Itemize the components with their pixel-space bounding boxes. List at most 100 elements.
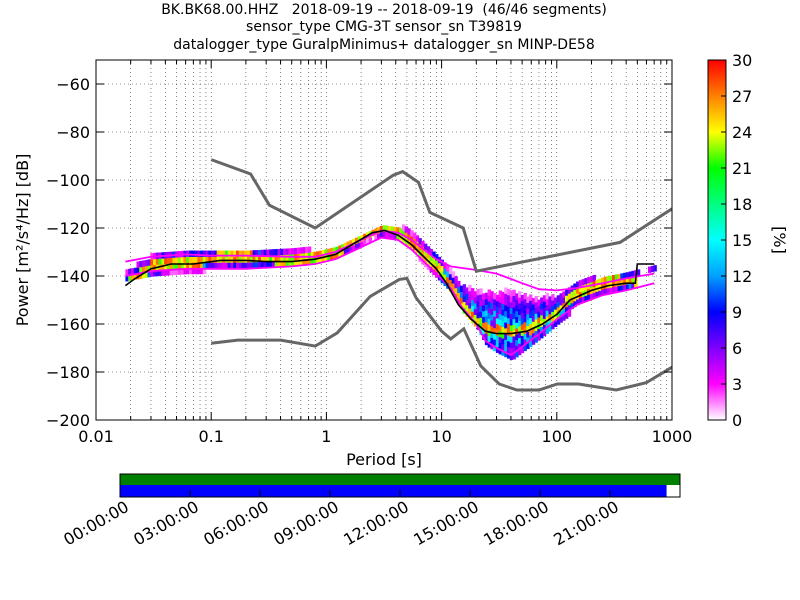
density-cell — [542, 324, 547, 331]
density-cell — [509, 347, 514, 355]
density-cell — [520, 323, 525, 331]
density-cell — [141, 271, 146, 279]
density-cell — [562, 308, 566, 315]
density-cell — [617, 279, 621, 287]
density-cell — [592, 274, 597, 282]
density-cell — [567, 287, 572, 294]
density-cell — [424, 249, 428, 256]
density-cell — [520, 295, 525, 302]
density-cell — [349, 245, 353, 253]
density-cell — [357, 242, 362, 249]
density-cell — [457, 292, 461, 299]
density-cell — [360, 240, 364, 248]
density-cell — [504, 333, 508, 340]
density-cell — [155, 269, 160, 277]
density-cell — [299, 247, 303, 254]
density-cell — [150, 258, 154, 266]
density-cell — [570, 296, 574, 304]
x-tick-label: 10 — [431, 427, 451, 446]
density-cell — [548, 325, 552, 332]
density-cell — [335, 246, 339, 254]
density-cell — [202, 250, 207, 257]
density-cell — [269, 260, 273, 268]
density-cell — [487, 306, 491, 314]
density-cell — [219, 262, 223, 269]
density-cell — [617, 285, 621, 292]
density-cell — [628, 283, 632, 290]
data-availability-bar — [120, 485, 667, 497]
density-cell — [653, 265, 657, 272]
density-cell — [540, 303, 544, 310]
density-cell — [515, 351, 519, 358]
density-cell — [465, 298, 469, 306]
density-cell — [188, 262, 193, 269]
density-cell — [506, 334, 511, 342]
density-cell — [493, 327, 497, 334]
density-cell — [565, 312, 569, 319]
density-cell — [437, 262, 442, 269]
density-cell — [534, 336, 538, 343]
density-cell — [271, 260, 276, 268]
density-cell — [349, 240, 353, 247]
density-cell — [352, 244, 356, 252]
density-cell — [249, 250, 254, 257]
density-cell — [479, 288, 483, 295]
density-cell — [529, 340, 533, 347]
density-cell — [144, 259, 149, 267]
density-cell — [224, 262, 229, 269]
density-cell — [490, 325, 494, 333]
density-cell — [509, 296, 514, 303]
density-cell — [567, 293, 572, 300]
density-cell — [490, 291, 494, 298]
density-cell — [213, 250, 218, 257]
density-cell — [202, 256, 207, 263]
density-cell — [548, 296, 552, 303]
density-cell — [396, 227, 400, 234]
x-tick-label: 0.1 — [198, 427, 223, 446]
density-cell — [260, 261, 265, 268]
density-cell — [200, 267, 204, 275]
density-cell — [471, 293, 475, 301]
density-cell — [490, 314, 494, 321]
percentile-curve — [125, 236, 655, 357]
density-cell — [493, 339, 497, 346]
density-cell — [515, 304, 519, 312]
density-cell — [614, 274, 619, 281]
density-cell — [471, 288, 475, 295]
density-cell — [473, 314, 478, 321]
density-cell — [587, 277, 591, 284]
density-cell — [484, 321, 489, 328]
density-cell — [628, 277, 632, 284]
density-cell — [498, 313, 503, 320]
y-tick-label: −180 — [46, 363, 90, 382]
density-cell — [263, 261, 268, 268]
density-cell — [473, 291, 478, 298]
density-cell — [462, 301, 467, 308]
density-cell — [553, 297, 558, 304]
density-cell — [365, 238, 370, 245]
density-cell — [625, 283, 630, 291]
density-cell — [454, 287, 458, 294]
density-cell — [473, 297, 478, 304]
density-cell — [551, 299, 555, 307]
density-cell — [454, 281, 458, 289]
density-cell — [421, 240, 425, 248]
density-cell — [484, 309, 489, 317]
y-tick-label: −200 — [46, 411, 90, 430]
density-cell — [330, 253, 334, 261]
density-cell — [576, 298, 580, 306]
density-cell — [526, 336, 530, 344]
density-cell — [578, 280, 583, 287]
y-tick-label: −100 — [46, 171, 90, 190]
density-cell — [252, 255, 256, 263]
density-cell — [263, 249, 268, 256]
density-cell — [534, 307, 538, 314]
density-cell — [258, 255, 262, 263]
density-cell — [462, 289, 467, 297]
density-cell — [526, 342, 530, 350]
density-cell — [219, 256, 223, 263]
density-cell — [147, 270, 151, 278]
density-cell — [188, 256, 193, 263]
density-cell — [584, 278, 588, 285]
density-cell — [576, 287, 580, 294]
